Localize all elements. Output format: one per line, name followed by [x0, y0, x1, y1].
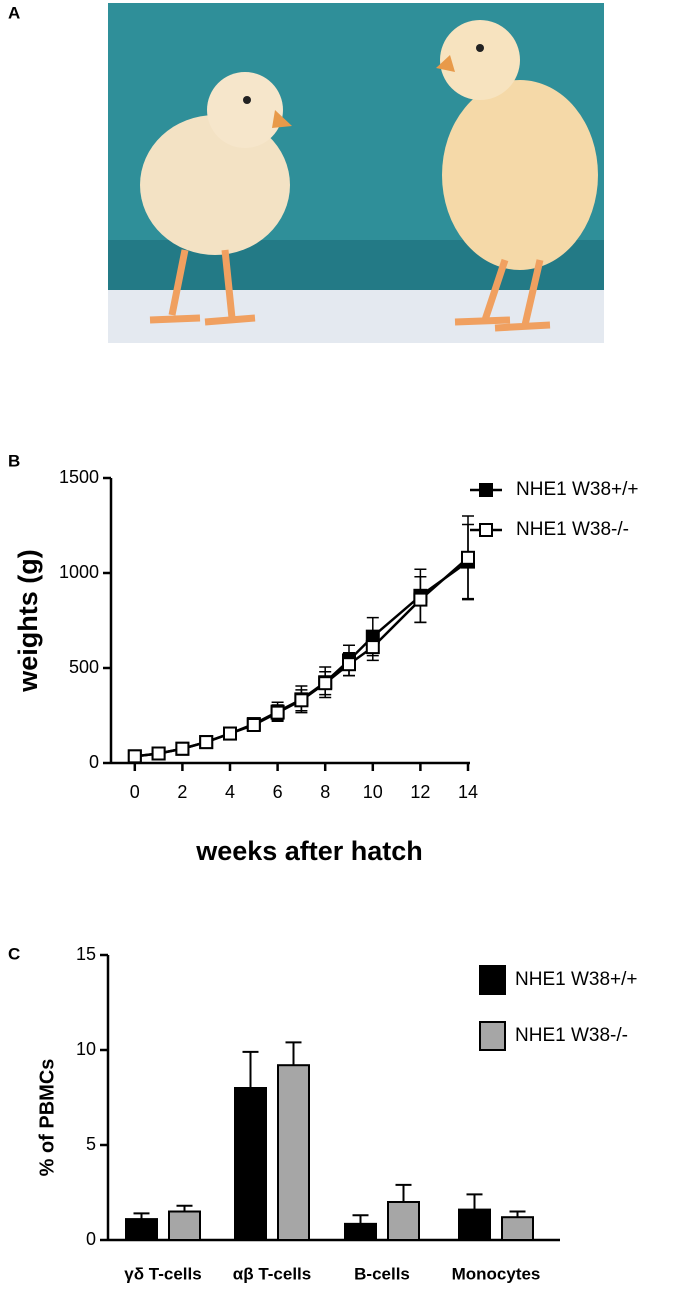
x-tick-label: 2 — [177, 782, 187, 802]
marker — [413, 592, 428, 607]
y-tick-label: 5 — [86, 1134, 96, 1154]
y-tick-label: 1000 — [59, 562, 99, 582]
y-tick-label: 500 — [69, 657, 99, 677]
legend-marker — [479, 523, 493, 537]
bar — [168, 1210, 201, 1241]
x-tick-label: αβ T-cells — [233, 1264, 311, 1283]
x-tick-label: 12 — [410, 782, 430, 802]
line — [134, 556, 469, 758]
legend-swatch — [479, 965, 506, 995]
bar — [501, 1216, 534, 1241]
photo — [108, 3, 604, 343]
legend-swatch — [479, 1021, 506, 1051]
panel-label: A — [8, 3, 20, 22]
legend-label: NHE1 W38-/- — [515, 1025, 628, 1046]
marker — [246, 718, 261, 732]
x-tick-label: γδ T-cells — [124, 1264, 201, 1283]
x-tick-label: Monocytes — [452, 1264, 541, 1283]
marker — [365, 640, 380, 655]
y-axis-label: weights (g) — [13, 549, 43, 693]
marker — [318, 676, 333, 691]
legend-marker — [479, 483, 493, 497]
y-tick-label: 0 — [86, 1229, 96, 1249]
y-tick-label: 10 — [76, 1039, 96, 1059]
marker — [175, 741, 190, 756]
legend-label: NHE1 W38-/- — [516, 519, 629, 540]
y-axis-label: % of PBMCs — [36, 1059, 58, 1177]
error-bar — [242, 1050, 259, 1088]
marker — [294, 693, 309, 708]
marker — [342, 657, 356, 672]
error-bar — [352, 1214, 369, 1224]
y-tick-label: 15 — [76, 944, 96, 964]
x-tick-label: B-cells — [354, 1264, 410, 1283]
marker — [127, 749, 142, 764]
bar — [125, 1218, 158, 1241]
legend-label: NHE1 W38+/+ — [515, 969, 638, 990]
panel-label: C — [8, 944, 20, 963]
marker — [270, 705, 285, 720]
error-bar — [395, 1183, 412, 1202]
x-tick-label: 10 — [363, 782, 383, 802]
y-tick-label: 1500 — [59, 467, 99, 487]
legend-label: NHE1 W38+/+ — [516, 479, 639, 500]
bar — [387, 1201, 420, 1241]
y-tick-label: 0 — [89, 752, 99, 772]
marker — [151, 746, 166, 761]
x-tick-label: 4 — [225, 782, 235, 802]
bar — [277, 1064, 310, 1241]
marker — [461, 550, 475, 565]
error-bar — [466, 1193, 483, 1210]
bar — [234, 1087, 267, 1241]
x-tick-label: 8 — [320, 782, 330, 802]
x-tick-label: 14 — [458, 782, 478, 802]
panel-label: B — [8, 451, 20, 470]
bar — [344, 1222, 377, 1241]
error-bar — [285, 1041, 302, 1066]
x-axis-label: weeks after hatch — [195, 836, 423, 866]
marker — [223, 726, 237, 741]
marker — [199, 735, 214, 750]
x-tick-label: 0 — [130, 782, 140, 802]
x-tick-label: 6 — [273, 782, 283, 802]
bar — [458, 1208, 491, 1241]
